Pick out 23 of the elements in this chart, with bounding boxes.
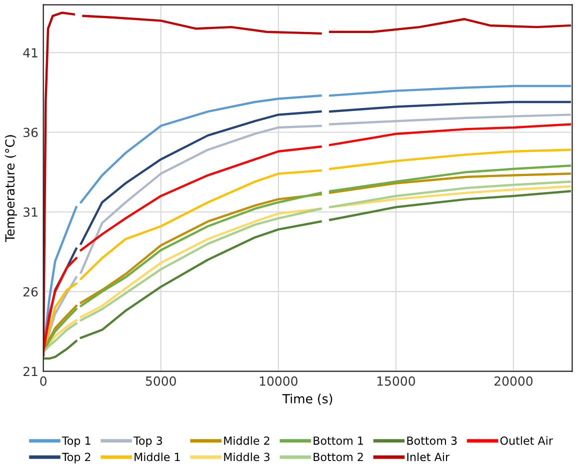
x-tick-label: 20000 (494, 376, 533, 386)
y-tick-label: 26 (24, 287, 38, 297)
legend-label: Bottom 1 (314, 436, 363, 445)
legend-label: Bottom 2 (314, 452, 363, 462)
legend-label: Top 3 (134, 436, 162, 448)
legend-label: Middle 3 (224, 452, 270, 462)
y-tick-label: 41 (23, 48, 38, 58)
y-axis-title: Temperature (°C) (4, 135, 18, 242)
legend-label: Outlet Air (500, 436, 553, 445)
legend-label: Middle 2 (224, 436, 270, 445)
legend-label: Top 2 (62, 452, 90, 464)
y-tick-label: 36 (24, 128, 38, 138)
x-tick-label: 5000 (146, 376, 176, 386)
x-tick-label: 10000 (260, 376, 298, 386)
legend-label: Bottom 3 (407, 436, 457, 445)
legend-label: Inlet Air (407, 452, 450, 462)
y-tick-label: 21 (24, 366, 38, 376)
y-tick-label: 31 (24, 207, 38, 217)
x-tick-label: 15000 (377, 376, 415, 386)
legend-label: Top 1 (62, 436, 90, 448)
x-axis-title: Time (s) (282, 394, 332, 405)
legend-label: Middle 1 (134, 452, 180, 462)
x-tick-label: 0 (40, 376, 46, 386)
